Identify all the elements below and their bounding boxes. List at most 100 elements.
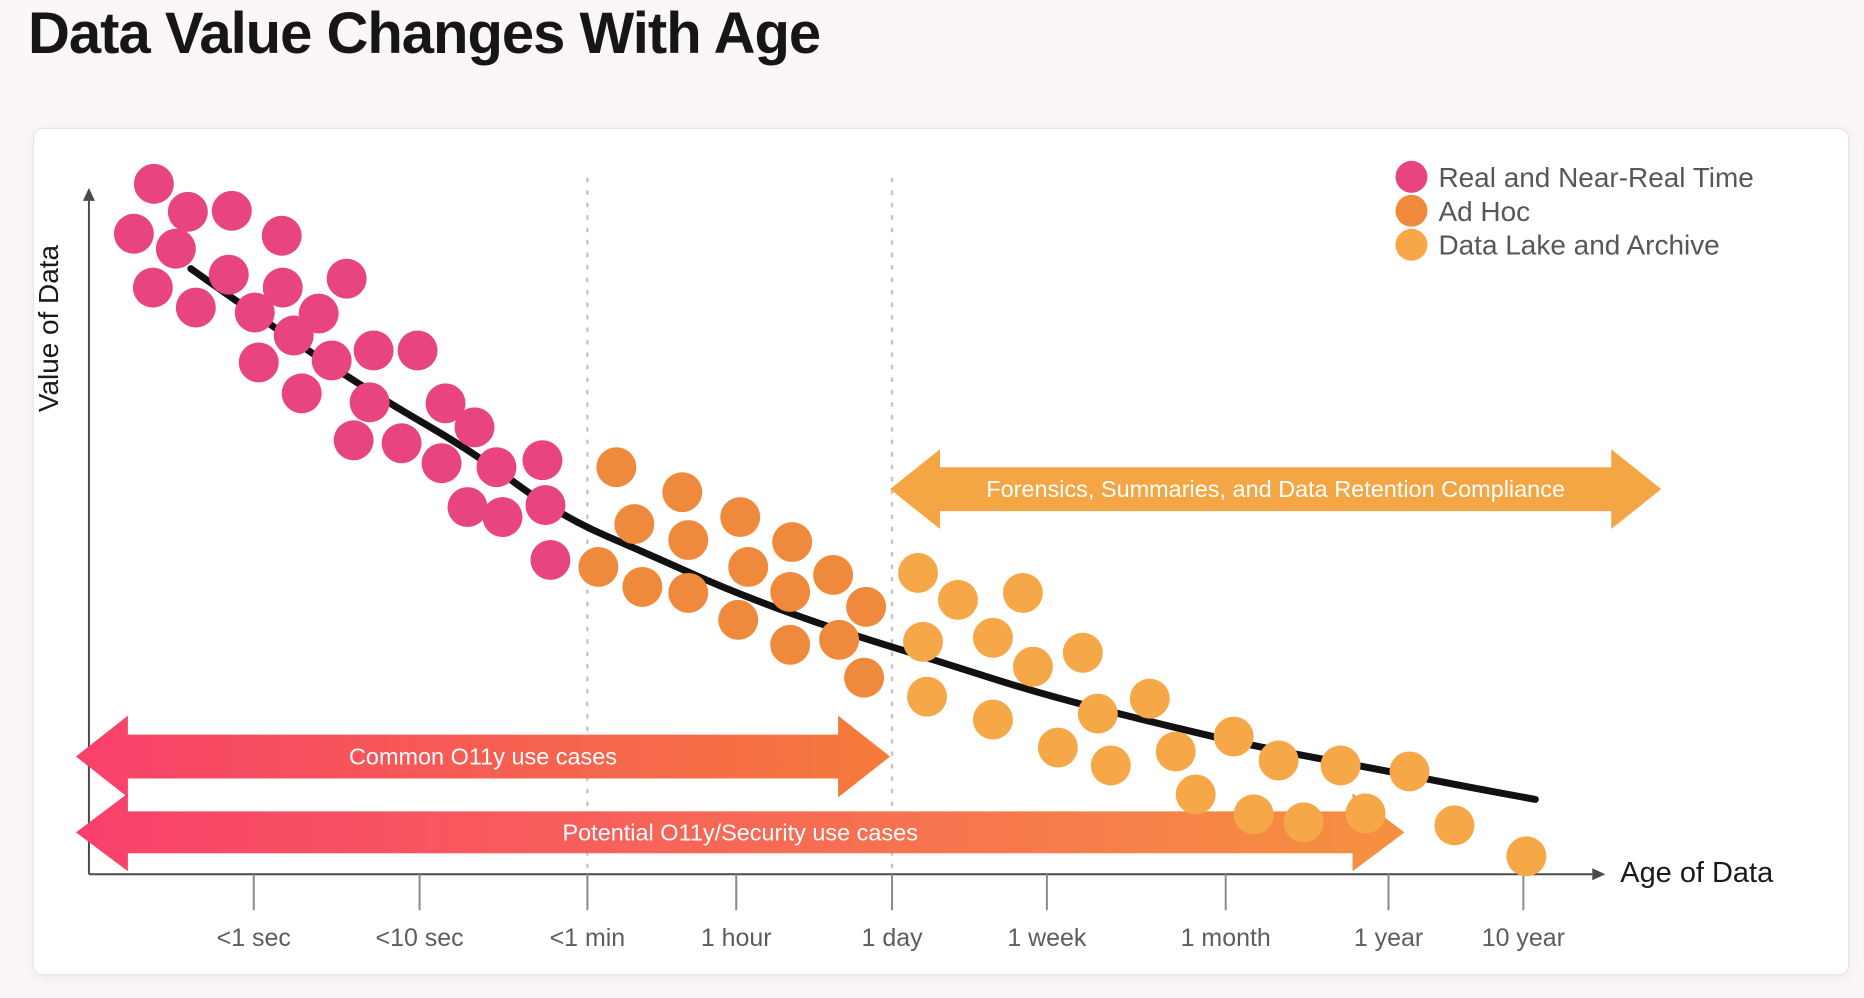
legend-label: Real and Near-Real Time [1438, 162, 1753, 193]
scatter-dot [454, 407, 495, 448]
x-tick-label: <10 sec [376, 924, 464, 952]
x-tick-label: 1 year [1354, 924, 1423, 952]
scatter-dot [133, 163, 174, 204]
scatter-dot [728, 547, 769, 587]
scatter-dot [1320, 745, 1361, 786]
x-tick-label: <1 sec [217, 924, 291, 952]
scatter-dot [262, 267, 303, 308]
annotation-label: Forensics, Summaries, and Data Retention… [986, 476, 1565, 502]
scatter-dot [1129, 678, 1170, 719]
x-axis-arrowhead [1592, 868, 1606, 881]
scatter-dot [281, 373, 322, 414]
scatter-dot [720, 497, 761, 538]
scatter-dot [525, 485, 566, 526]
legend-label: Data Lake and Archive [1438, 230, 1719, 261]
scatter-dot [770, 624, 811, 665]
y-axis-arrowhead [82, 187, 95, 201]
x-tick-label: <1 min [550, 924, 626, 952]
scatter-dot [1155, 731, 1196, 772]
scatter-dot [772, 522, 813, 562]
scatter-dot [1258, 740, 1299, 781]
scatter-dot [132, 267, 173, 308]
chart-card: <1 sec <10 sec <1 min 1 hour 1 day 1 week 1 mo… [33, 128, 1849, 975]
scatter-dot [1283, 802, 1324, 843]
scatter-dot [938, 579, 978, 620]
scatter-dot [972, 617, 1013, 658]
scatter-dot [813, 554, 854, 595]
scatter-dot [596, 447, 637, 488]
page-title: Data Value Changes With Age [28, 1, 821, 66]
scatter-dot [349, 382, 390, 423]
scatter-dot [421, 443, 462, 484]
scatter-dot [907, 676, 947, 717]
scatter-dot [155, 228, 196, 269]
scatter-dot [846, 586, 887, 627]
scatter-dot [668, 520, 709, 560]
scatter-dot [326, 258, 367, 299]
scatter-dot [238, 342, 279, 383]
scatter-dot [718, 599, 759, 640]
y-axis-title: Value of Data [34, 245, 64, 413]
scatter-dot [1062, 632, 1103, 673]
scatter-dot [381, 423, 422, 464]
chart-canvas: <1 sec <10 sec <1 min 1 hour 1 day 1 week 1 mo… [34, 160, 1774, 952]
scatter-dot [1012, 646, 1053, 687]
legend-swatch [1395, 160, 1428, 193]
scatter-dot [175, 287, 216, 328]
scatter-dot [662, 472, 703, 513]
scatter-dot [425, 383, 466, 424]
x-axis-title: Age of Data [1620, 857, 1774, 889]
scatter-dot [208, 254, 249, 295]
scatter-dot [482, 497, 523, 538]
scatter-dot [1434, 805, 1475, 846]
annotation-arrow [890, 449, 1662, 530]
scatter-dot [1037, 727, 1078, 768]
scatter-dot [1175, 774, 1216, 815]
legend-label: Ad Hoc [1438, 196, 1530, 227]
x-tick-label: 1 month [1181, 924, 1271, 952]
scatter-dot [1090, 745, 1131, 786]
x-tick-label: 1 day [862, 924, 924, 952]
annotation-label: Potential O11y/Security use cases [562, 819, 917, 845]
scatter-dot [211, 190, 252, 231]
scatter-dot [353, 330, 394, 371]
legend-swatch [1395, 228, 1428, 261]
scatter-dot [167, 191, 208, 232]
scatter-dot [530, 540, 571, 580]
scatter-dot [903, 621, 943, 662]
annotation-arrow [75, 793, 1405, 872]
scatter-dot [1077, 693, 1118, 734]
legend-swatch [1395, 194, 1428, 227]
scatter-dot [261, 215, 302, 256]
scatter-dot [1233, 794, 1274, 835]
x-tick-label: 10 year [1482, 924, 1565, 952]
scatter-dot [447, 487, 488, 528]
annotation-arrow [75, 715, 891, 798]
annotation-label: Common O11y use cases [349, 744, 617, 770]
scatter-dot [1506, 836, 1547, 877]
scatter-dot [476, 447, 517, 488]
scatter-dot [668, 572, 709, 613]
scatter-dot [1389, 751, 1430, 792]
scatter-dot [819, 619, 860, 660]
scatter-dot [614, 504, 655, 545]
scatter-dot [898, 552, 939, 593]
scatter-dot [397, 330, 438, 371]
scatter-dot [522, 440, 563, 481]
scatter-dot [1002, 572, 1043, 613]
scatter-dot [622, 566, 663, 607]
scatter-dot [273, 315, 314, 356]
scatter-dot [333, 420, 374, 461]
scatter-dot [844, 657, 885, 698]
x-tick-label: 1 week [1007, 924, 1087, 952]
scatter-dot [234, 292, 275, 333]
scatter-dot [311, 340, 352, 381]
scatter-dot [1345, 793, 1386, 834]
scatter-dot [972, 699, 1013, 740]
scatter-dot [113, 213, 154, 254]
x-tick-label: 1 hour [701, 924, 772, 952]
scatter-dot [1213, 716, 1254, 757]
scatter-dot [578, 547, 619, 587]
scatter-dot [770, 571, 811, 612]
